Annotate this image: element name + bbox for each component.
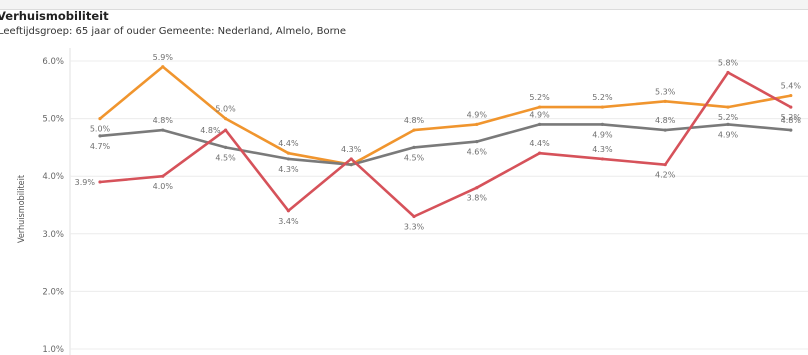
data-point[interactable] [475,140,479,144]
data-label: 4.4% [278,139,299,148]
data-point[interactable] [789,128,793,132]
data-label: 4.8% [404,116,425,125]
data-label: 4.4% [529,139,550,148]
data-point[interactable] [475,186,479,190]
data-point[interactable] [726,105,730,109]
data-label: 4.2% [655,171,676,180]
data-label: 4.3% [592,145,613,154]
data-label: 4.3% [278,165,299,174]
series-line-2 [99,123,791,166]
series-line-1 [99,65,792,166]
data-label: 3.9% [75,178,96,187]
data-label: 4.9% [592,130,613,139]
data-label: 4.3% [341,145,362,154]
data-label: 4.9% [529,110,550,119]
gridlines [69,48,808,355]
data-point[interactable] [286,151,290,155]
data-label: 4.8% [655,116,676,125]
data-point[interactable] [161,174,165,178]
y-axis-title: Verhuismobiliteit [17,175,27,243]
data-point[interactable] [663,163,667,167]
data-label: 5.3% [655,87,676,96]
chart-subtitle: Leeftijdsgroep: 65 jaar of ouder Gemeent… [0,26,347,37]
y-tick-label: 2.0% [42,287,64,297]
data-point[interactable] [224,145,228,149]
y-tick-label: 3.0% [42,230,64,240]
data-label: 3.3% [404,223,425,232]
data-label: 5.8% [718,59,739,68]
data-label: 5.0% [215,105,236,114]
data-label: 5.9% [153,53,174,62]
chart-title: Verhuismobiliteit [0,9,109,23]
data-label: 5.2% [718,113,739,122]
data-label: 5.0% [90,125,111,134]
data-label: 4.9% [718,130,739,139]
data-label: 5.2% [781,113,802,122]
data-label: 4.6% [467,148,488,157]
data-point[interactable] [98,134,102,138]
y-tick-label: 4.0% [42,172,64,182]
data-label: 4.5% [215,153,236,162]
top-toolbar-strip [0,0,808,10]
data-point[interactable] [538,105,542,109]
y-tick-label: 5.0% [42,115,64,125]
series-line-3 [99,71,792,218]
data-point[interactable] [538,122,542,126]
data-labels: 5.0% 5.9% 5.0% 4.4% 4.8% 4.9% 5.2% 5.2% 5.3% 5.2%… [75,53,802,232]
data-label: 4.5% [404,153,425,162]
data-point[interactable] [789,93,793,98]
data-label: 3.4% [278,217,299,226]
data-label: 3.8% [467,194,488,203]
data-label: 4.7% [90,142,111,151]
data-point[interactable] [161,128,165,132]
data-point[interactable] [600,157,605,161]
data-point[interactable] [349,163,353,167]
data-point[interactable] [161,65,165,69]
data-point[interactable] [538,151,542,155]
data-point[interactable] [224,128,228,132]
data-label: 4.8% [781,116,802,125]
data-point[interactable] [726,122,730,126]
data-point[interactable] [224,117,228,121]
data-point[interactable] [475,122,479,126]
data-point[interactable] [600,122,605,126]
data-label: 5.2% [592,93,613,102]
data-point[interactable] [600,105,605,109]
data-label: 4.0% [153,182,174,191]
data-point[interactable] [726,70,730,75]
data-label: 4.8% [153,116,174,125]
y-tick-label: 6.0% [42,57,64,67]
data-point[interactable] [663,99,667,103]
data-point[interactable] [412,145,416,149]
y-tick-label: 1.0% [42,345,64,355]
data-label: 5.2% [529,93,550,102]
y-axis: 1.0% 2.0% 3.0% 4.0% 5.0% 6.0% Verhuismobilitei… [17,57,64,355]
data-label: 4.8% [200,126,221,135]
data-point[interactable] [789,105,793,109]
data-point[interactable] [663,128,667,132]
data-point[interactable] [349,157,353,161]
series-lines [99,65,792,218]
series-points [98,65,793,219]
data-point[interactable] [98,180,102,184]
data-point[interactable] [412,128,416,132]
data-point[interactable] [286,157,290,161]
data-point[interactable] [412,214,416,219]
data-point[interactable] [98,117,102,121]
data-label: 4.9% [467,110,488,119]
data-point[interactable] [286,209,290,213]
data-label: 5.4% [781,82,802,91]
